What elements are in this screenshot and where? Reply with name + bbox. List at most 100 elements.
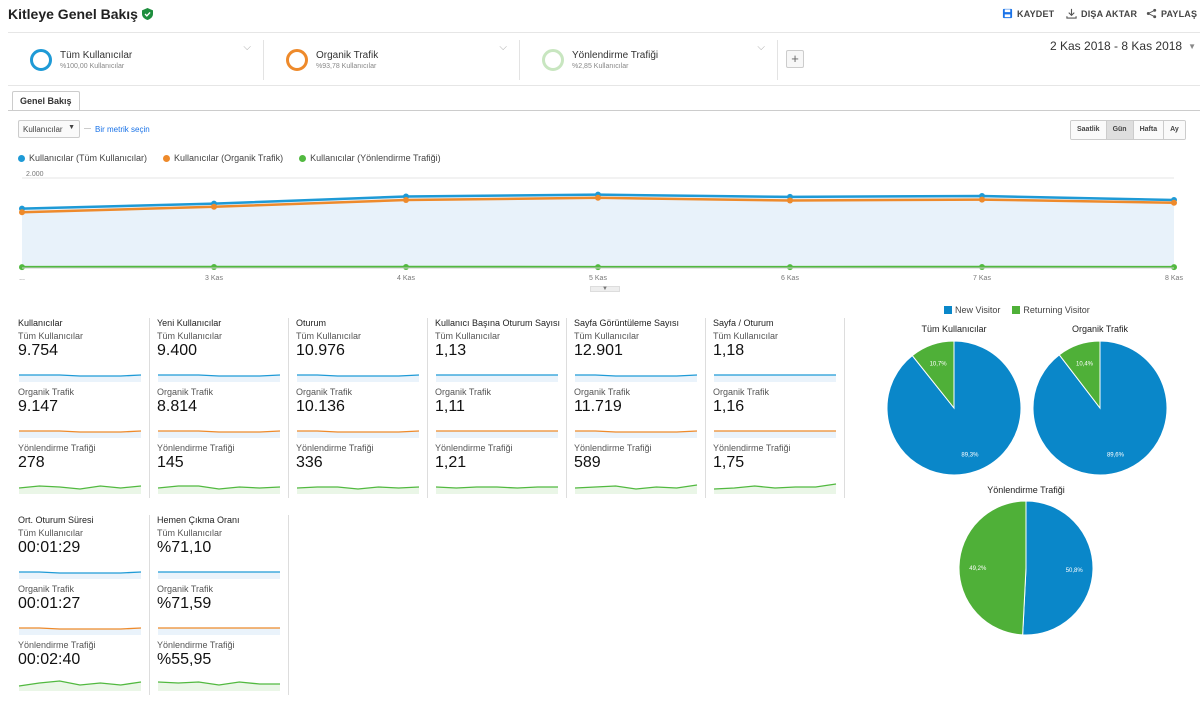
metric-segment-label: Tüm Kullanıcılar (157, 331, 223, 341)
save-button[interactable]: KAYDET (1002, 8, 1054, 19)
metric-tile[interactable]: Yeni Kullanıcılar Tüm Kullanıcılar 9.400 Or… (157, 318, 295, 498)
metric-tile[interactable]: Hemen Çıkma Oranı Tüm Kullanıcılar %71,10 O… (157, 515, 295, 695)
pie-slice-returning-visitor[interactable] (911, 340, 955, 410)
data-point[interactable] (595, 264, 601, 271)
data-point[interactable] (1171, 199, 1177, 206)
x-tick-label: 7 Kas (973, 275, 991, 282)
metric-tile[interactable]: Sayfa / Oturum Tüm Kullanıcılar 1,18 Organi… (713, 318, 851, 498)
x-tick-label: 8 Kas (1165, 275, 1183, 282)
share-button[interactable]: PAYLAŞ (1146, 8, 1197, 19)
metric-value: 336 (296, 454, 323, 471)
tile-separator (705, 318, 706, 498)
data-point[interactable] (19, 264, 25, 271)
pie-slice-new-visitor[interactable] (1022, 500, 1094, 636)
export-button[interactable]: DIŞA AKTAR (1066, 8, 1137, 19)
metric-tile[interactable]: Kullanıcılar Tüm Kullanıcılar 9.754 Organik… (18, 318, 156, 498)
legend-label: Returning Visitor (1023, 305, 1090, 315)
download-icon (1066, 8, 1077, 19)
granularity-hourly[interactable]: Saatlik (1071, 121, 1107, 139)
sparkline-area (436, 431, 558, 438)
metric-segment-label: Yönlendirme Trafiği (18, 443, 96, 453)
metric-value: 1,21 (435, 454, 467, 471)
data-point[interactable] (19, 209, 25, 216)
data-point[interactable] (211, 203, 217, 210)
sparkline (18, 680, 142, 691)
granularity-month[interactable]: Ay (1164, 121, 1185, 139)
data-point[interactable] (403, 197, 409, 204)
data-point[interactable] (787, 197, 793, 204)
metric-tile[interactable]: Oturum Tüm Kullanıcılar 10.976 Organik Traf… (296, 318, 434, 498)
sparkline-area (436, 375, 558, 382)
pie-legend-returning: Returning Visitor (1012, 305, 1090, 315)
date-range-picker[interactable]: 2 Kas 2018 - 8 Kas 2018 ▼ (1050, 39, 1196, 53)
data-point[interactable] (979, 196, 985, 203)
add-segment-button[interactable]: + (786, 50, 804, 68)
metric-row: Tüm Kullanıcılar %71,10 (157, 528, 295, 583)
pie-slice-label: 49,2% (969, 566, 987, 572)
metric-tile[interactable]: Kullanıcı Başına Oturum Sayısı Tüm Kullan… (435, 318, 573, 498)
data-point[interactable] (403, 264, 409, 271)
legend-item-referral[interactable]: Kullanıcılar (Yönlendirme Trafiği) (299, 153, 441, 163)
sparkline (714, 430, 836, 438)
sparkline (575, 430, 698, 438)
sparkline-area (158, 572, 280, 579)
metric-segment-label: Yönlendirme Trafiği (435, 443, 513, 453)
granularity-toggle: Saatlik Gün Hafta Ay (1070, 120, 1186, 140)
metric-segment-label: Yönlendirme Trafiği (157, 443, 235, 453)
add-metric-link[interactable]: Bir metrik seçin (95, 125, 150, 134)
metric-row: Tüm Kullanıcılar 1,18 (713, 331, 851, 386)
metric-value: 1,13 (435, 342, 467, 359)
sparkline-area (158, 682, 280, 691)
sparkline-line (19, 374, 142, 377)
metric-row: Organik Trafik 00:01:27 (18, 584, 156, 639)
granularity-day[interactable]: Gün (1106, 121, 1134, 139)
sparkline-line (297, 374, 420, 377)
chart-resize-handle[interactable]: ▼ (590, 286, 620, 292)
chevron-down-icon[interactable]: ⌵ (757, 42, 765, 53)
metric-row: Yönlendirme Trafiği 589 (574, 443, 712, 498)
legend-dot (18, 154, 25, 162)
data-point[interactable] (787, 264, 793, 271)
sparkline (19, 374, 142, 382)
data-point[interactable] (979, 264, 985, 271)
sparkline-area (158, 628, 280, 635)
data-point[interactable] (211, 264, 217, 271)
y-tick-label: 2.000 (26, 171, 44, 178)
metric-row: Yönlendirme Trafiği 336 (296, 443, 434, 498)
legend-item-all[interactable]: Kullanıcılar (Tüm Kullanıcılar) (18, 153, 147, 163)
legend-item-organic[interactable]: Kullanıcılar (Organik Trafik) (163, 153, 283, 163)
sparkline-line (19, 571, 142, 574)
share-icon (1146, 8, 1157, 19)
metric-tile[interactable]: Ort. Oturum Süresi Tüm Kullanıcılar 00:01:… (18, 515, 156, 695)
chevron-down-icon[interactable]: ⌵ (243, 42, 251, 53)
metric-value: %71,59 (157, 595, 212, 612)
sparkline (158, 374, 281, 382)
sparkline (435, 486, 558, 494)
pie-title-all: Tüm Kullanıcılar (921, 324, 987, 334)
metric-segment-label: Tüm Kullanıcılar (296, 331, 362, 341)
legend-label: Kullanıcılar (Organik Trafik) (174, 153, 284, 163)
pie-slice-returning-visitor[interactable] (1058, 340, 1101, 410)
metric-segment-label: Organik Trafik (18, 387, 75, 397)
granularity-week[interactable]: Hafta (1133, 121, 1165, 139)
sparkline (713, 483, 837, 494)
segment-all-users[interactable]: Tüm Kullanıcılar %100,00 Kullanıcılar ⌵ (24, 40, 264, 80)
data-point[interactable] (595, 194, 601, 201)
metric-segment-label: Organik Trafik (157, 387, 214, 397)
metric-segment-label: Yönlendirme Trafiği (713, 443, 791, 453)
tile-separator (149, 318, 150, 498)
legend-label: Kullanıcılar (Yönlendirme Trafiği) (310, 153, 441, 163)
metric-segment-label: Organik Trafik (296, 387, 353, 397)
sparkline-area (19, 572, 141, 579)
pie-slice-returning-visitor[interactable] (958, 500, 1027, 636)
segment-organic[interactable]: Organik Trafik %93,78 Kullanıcılar ⌵ (280, 40, 520, 80)
tab-overview[interactable]: Genel Bakış (12, 91, 80, 110)
data-point[interactable] (1171, 264, 1177, 271)
segment-referral[interactable]: Yönlendirme Trafiği %2,85 Kullanıcılar ⌵ (536, 40, 778, 80)
sparkline-area (19, 486, 141, 494)
metric-select[interactable]: Kullanıcılar ▼ (18, 120, 80, 138)
chevron-down-icon[interactable]: ⌵ (499, 42, 507, 53)
metric-tile[interactable]: Sayfa Görüntüleme Sayısı Tüm Kullanıcılar… (574, 318, 712, 498)
sparkline-line (296, 486, 420, 490)
metric-row: Tüm Kullanıcılar 00:01:29 (18, 528, 156, 583)
